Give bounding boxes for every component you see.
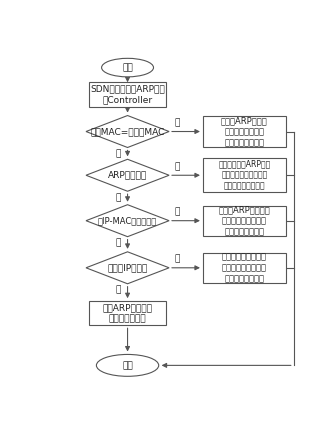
Polygon shape [86,159,169,191]
Polygon shape [86,205,169,237]
Text: 是: 是 [116,285,121,295]
Text: 否: 否 [174,208,180,217]
Ellipse shape [102,58,153,77]
Text: 发送该无来由ARP响应
报文记录和交换机端口
信息到流量分析模块: 发送该无来由ARP响应 报文记录和交换机端口 信息到流量分析模块 [218,160,270,191]
Text: ARP响应报文: ARP响应报文 [108,171,147,180]
Text: 请求的IP已注册: 请求的IP已注册 [108,264,148,272]
Polygon shape [86,115,169,148]
Text: 否: 否 [116,193,121,202]
Text: 帧源MAC=报文源MAC: 帧源MAC=报文源MAC [90,127,165,136]
Text: 否: 否 [174,118,180,128]
FancyBboxPatch shape [203,205,286,236]
FancyBboxPatch shape [89,83,166,107]
Text: 发送该请求未知主机
记录和交换机端口信
息到流量分析模块: 发送该请求未知主机 记录和交换机端口信 息到流量分析模块 [222,252,267,283]
Ellipse shape [96,354,159,376]
Polygon shape [86,252,169,284]
FancyBboxPatch shape [203,116,286,147]
Text: 源IP-MAC映射已注册: 源IP-MAC映射已注册 [98,216,157,225]
Text: SDN交换机上报ARP报文
到Controller: SDN交换机上报ARP报文 到Controller [90,84,165,104]
Text: 发送该ARP伪造记
录和交换机端口信
息到流量分析模块: 发送该ARP伪造记 录和交换机端口信 息到流量分析模块 [221,116,268,147]
Text: 构造ARP响应报文
发送给请求主机: 构造ARP响应报文 发送给请求主机 [103,303,152,323]
Text: 否: 否 [174,255,180,264]
Text: 是: 是 [174,162,180,171]
FancyBboxPatch shape [203,253,286,283]
FancyBboxPatch shape [89,301,166,325]
FancyBboxPatch shape [203,159,286,192]
Text: 是: 是 [116,149,121,158]
Text: 结束: 结束 [122,361,133,370]
Text: 发送该ARP欺骗报文
记录和交换机端口信
息到流量分析模块: 发送该ARP欺骗报文 记录和交换机端口信 息到流量分析模块 [218,205,270,236]
Text: 是: 是 [116,238,121,247]
Text: 开始: 开始 [122,63,133,72]
